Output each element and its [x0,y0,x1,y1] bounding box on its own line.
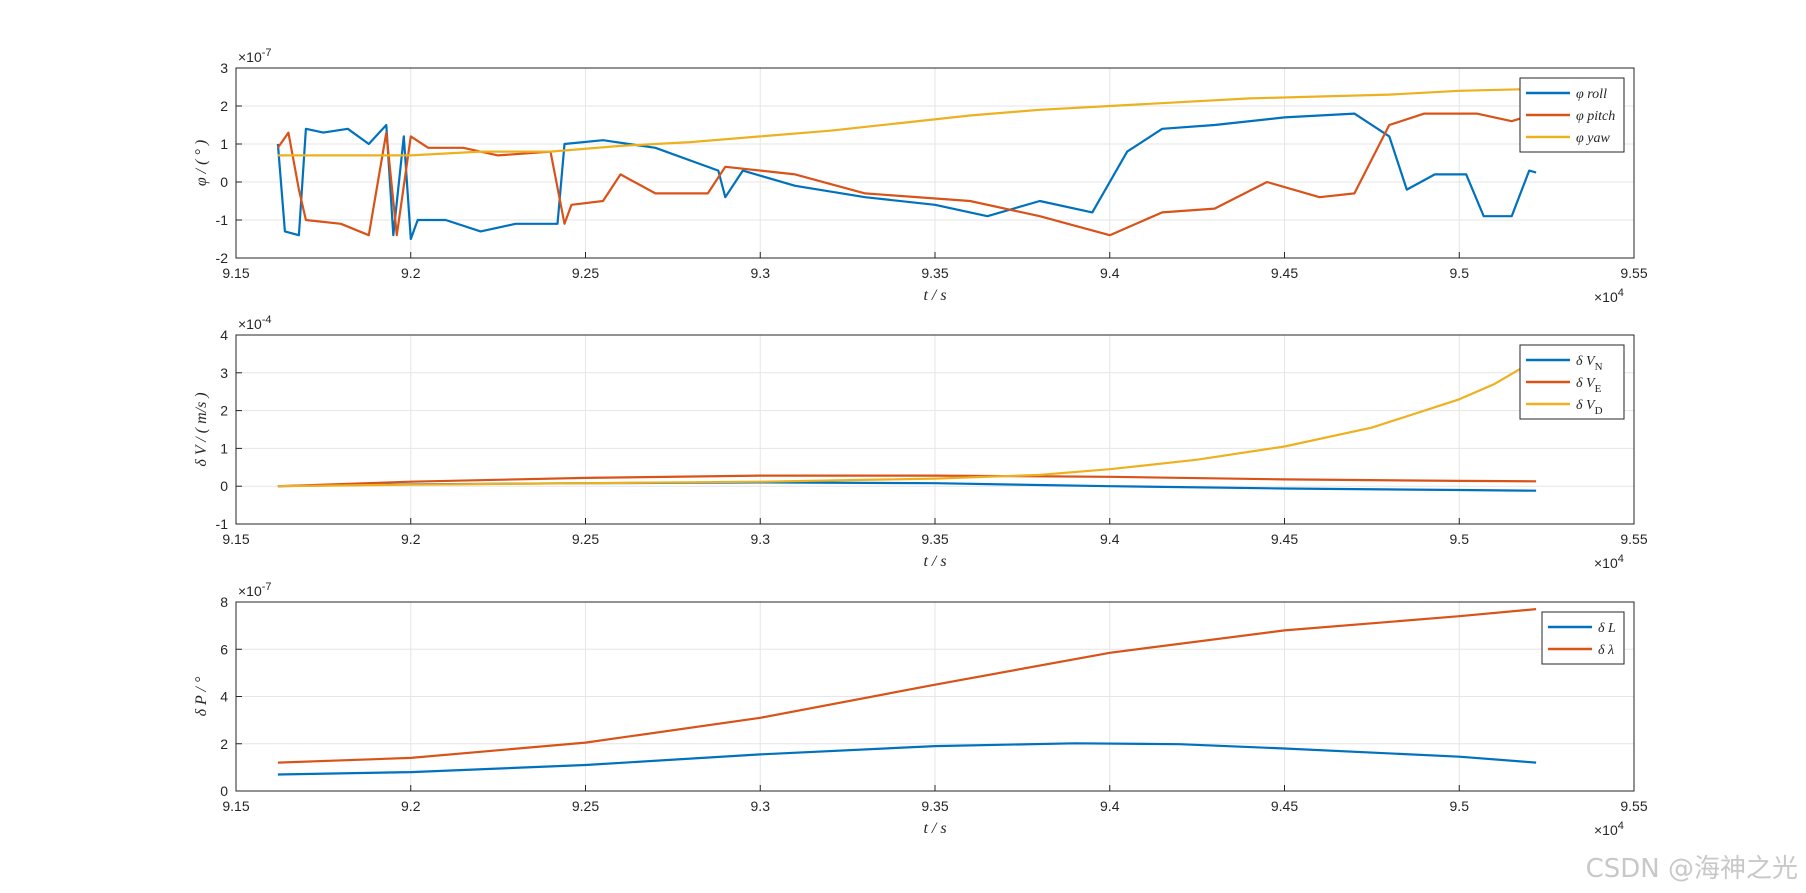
chart-3: 9.15 9.2 9.25 9.3 9.35 9.4 9.45 9.5 9.55 0 2 4 6 8 ×10… [193,581,1648,838]
x-tick-label: 9.35 [921,265,948,281]
x-tick-label: 9.55 [1620,798,1647,814]
y-tick-label: 4 [220,327,228,343]
x-tick-label: 9.4 [1100,798,1120,814]
legend-subscript: E [1595,383,1602,395]
y-tick-label: -1 [216,212,229,228]
watermark: CSDN @海神之光 [1585,854,1798,884]
y-tick-label: 8 [220,594,228,610]
x-tick-label: 9.35 [921,531,948,547]
chart-2: 9.15 9.2 9.25 9.3 9.35 9.4 9.45 9.5 9.55-101234×… [193,314,1648,571]
y-exponent-label: ×10-7 [238,47,272,65]
series-line-1 [276,112,1537,241]
x-exponent-power: 4 [1618,287,1624,299]
y-tick-label: 1 [220,440,228,456]
x-tick-label: 9.25 [572,798,599,814]
legend-label-2: δ λ [1598,643,1614,658]
legend-box [1541,611,1625,665]
series-line-2 [276,112,1537,237]
x-tick-label: 9.2 [401,265,421,281]
x-tick-label: 9.4 [1100,265,1120,281]
y-exponent-label: ×10-4 [238,314,272,332]
x-tick-label: 9.3 [751,265,771,281]
series-line-3 [277,358,1537,488]
x-tick-label: 9.4 [1100,531,1120,547]
y-tick-label: 2 [220,403,228,419]
series-line-2 [277,474,1537,488]
y-axis-label: δ V / ( m/s ) [193,392,210,466]
x-tick-label: 9.45 [1271,265,1298,281]
x-exponent-label: ×104 [1594,553,1624,571]
x-exponent-label: ×104 [1594,820,1624,838]
x-tick-label: 9.25 [572,531,599,547]
y-tick-label: 3 [220,365,228,381]
y-tick-label: 2 [220,98,228,114]
legend-label-2: φ pitch [1576,109,1615,124]
x-axis-label: t / s [923,820,946,837]
x-tick-label: 9.35 [921,798,948,814]
x-tick-label: 9.5 [1450,531,1470,547]
legend-subscript: N [1595,361,1603,373]
x-tick-label: 9.2 [401,798,421,814]
x-tick-label: 9.15 [222,798,249,814]
x-tick-label: 9.55 [1620,531,1647,547]
y-exponent-power: -7 [262,581,272,593]
y-axis-label: φ / ( ° ) [193,140,210,186]
x-tick-label: 9.3 [751,531,771,547]
x-tick-label: 9.45 [1271,798,1298,814]
x-tick-label: 9.3 [751,798,771,814]
x-tick-label: 9.45 [1271,531,1298,547]
legend-label-1: δ L [1598,621,1616,636]
y-tick-label: -1 [216,516,229,532]
x-tick-label: 9.15 [222,265,249,281]
y-exponent-power: -7 [262,47,272,59]
y-tick-label: 0 [220,783,228,799]
legend-subscript: D [1595,405,1603,417]
legend: φ roll φ pitch φ yaw [1519,77,1625,153]
y-tick-label: 0 [220,478,228,494]
x-exponent-power: 4 [1618,820,1624,832]
x-tick-label: 9.55 [1620,265,1647,281]
y-tick-label: 2 [220,736,228,752]
y-tick-label: -2 [216,250,229,266]
x-tick-label: 9.5 [1450,265,1470,281]
x-axis-label: t / s [923,287,946,304]
y-tick-label: 4 [220,689,228,705]
series-line-1 [277,742,1537,776]
legend: δ VNδ VEδ VD [1519,344,1625,420]
legend: δ L δ λ [1541,611,1625,665]
y-exponent-label: ×10-7 [238,581,272,599]
chart-1: 9.15 9.2 9.25 9.3 9.35 9.4 9.45 9.5 9.55 -2 -1 0 1 2 3… [193,47,1648,305]
series-line-3 [277,87,1537,157]
y-tick-label: 0 [220,174,228,190]
y-tick-label: 6 [220,641,228,657]
x-exponent-power: 4 [1618,553,1624,565]
x-exponent-label: ×104 [1594,287,1624,305]
x-axis-label: t / s [923,553,946,570]
y-axis-label: δ P / ° [193,676,210,716]
y-tick-label: 3 [220,60,228,76]
series-line-2 [277,608,1537,764]
x-tick-label: 9.5 [1450,798,1470,814]
x-tick-label: 9.25 [572,265,599,281]
x-tick-label: 9.2 [401,531,421,547]
x-tick-label: 9.15 [222,531,249,547]
legend-label-3: φ yaw [1576,131,1610,146]
y-exponent-power: -4 [262,314,272,326]
legend-label-1: φ roll [1576,87,1607,102]
y-tick-label: 1 [220,136,228,152]
